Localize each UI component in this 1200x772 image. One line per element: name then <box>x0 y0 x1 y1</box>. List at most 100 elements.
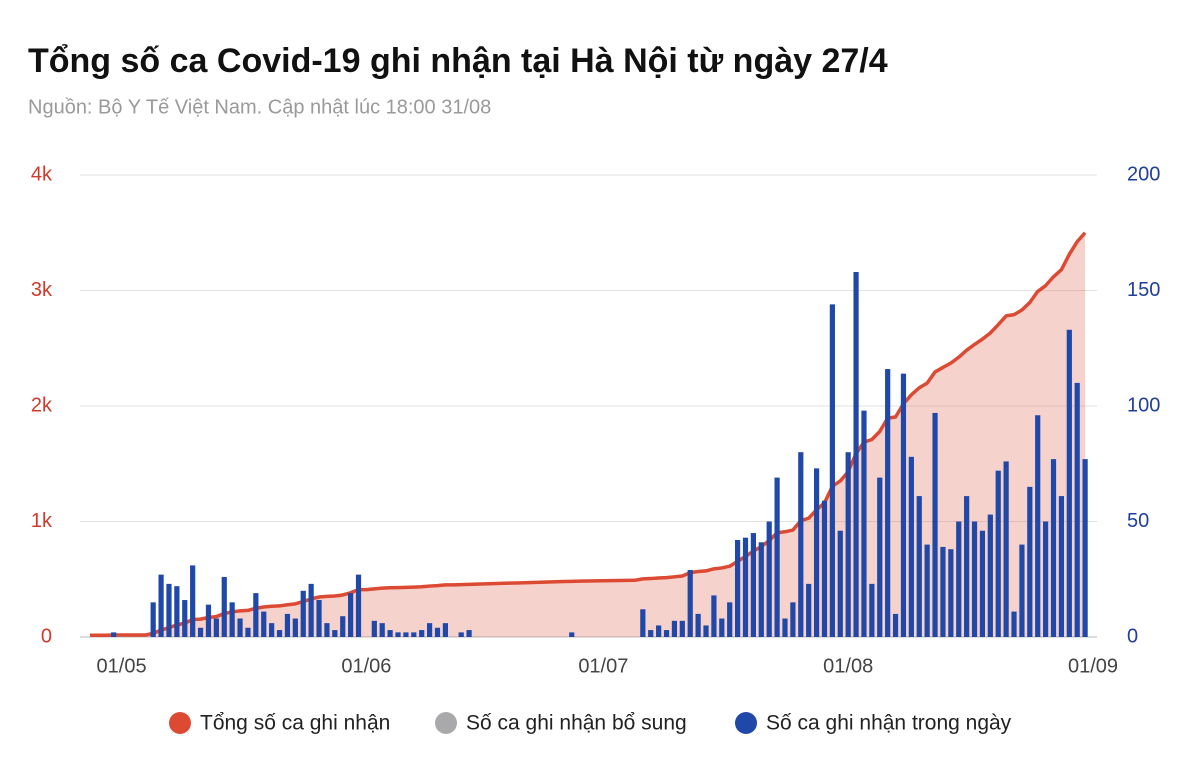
bar <box>964 496 970 637</box>
y-tick-label: 4k <box>31 163 53 185</box>
bar <box>411 632 417 637</box>
bar <box>971 521 978 637</box>
bar <box>735 539 741 637</box>
y2-tick-label: 0 <box>1127 625 1138 647</box>
bar <box>316 600 322 637</box>
bar <box>1027 486 1033 637</box>
bar <box>924 544 930 637</box>
bar <box>782 618 788 637</box>
legend-marker <box>169 712 191 734</box>
bar <box>190 565 196 637</box>
bar <box>1074 382 1080 637</box>
bar <box>995 470 1001 637</box>
bar <box>695 613 701 637</box>
bar <box>719 618 725 637</box>
bar <box>813 468 820 637</box>
bar <box>458 632 464 637</box>
x-tick-label: 01/05 <box>97 655 147 677</box>
bar <box>182 600 188 637</box>
bar <box>1011 611 1017 637</box>
legend-marker <box>435 712 457 734</box>
bar <box>829 304 835 637</box>
y-tick-label: 3k <box>31 279 53 301</box>
bar <box>987 514 993 637</box>
bar <box>790 602 796 637</box>
bar <box>261 611 267 637</box>
bar <box>956 521 962 637</box>
bar <box>656 625 662 637</box>
legend-label: Số ca ghi nhận trong ngày <box>766 712 1012 735</box>
bar <box>640 609 646 637</box>
area <box>90 232 1086 637</box>
bar <box>1066 329 1072 637</box>
bar <box>679 620 685 637</box>
y-tick-label: 0 <box>41 625 52 647</box>
bar <box>750 533 757 637</box>
bar <box>348 593 354 637</box>
bar <box>940 546 946 637</box>
bar <box>908 456 914 637</box>
y2-tick-label: 200 <box>1127 163 1160 185</box>
bar <box>395 632 401 637</box>
bar <box>853 272 859 637</box>
bar <box>371 620 377 637</box>
bar <box>269 623 275 637</box>
bar <box>1003 461 1009 637</box>
bar <box>742 537 749 637</box>
bar <box>806 583 812 637</box>
bar <box>1082 459 1088 637</box>
x-tick-label: 01/09 <box>1068 655 1118 677</box>
bar <box>877 477 883 637</box>
bar <box>442 623 448 637</box>
bar <box>671 620 678 637</box>
x-tick-label: 01/06 <box>341 655 391 677</box>
x-tick-label: 01/08 <box>823 655 873 677</box>
y2-tick-label: 150 <box>1127 279 1160 301</box>
bar <box>948 549 954 637</box>
bar <box>158 574 164 637</box>
x-tick-label: 01/07 <box>578 655 628 677</box>
legend-marker <box>735 712 757 734</box>
bar <box>300 590 306 637</box>
bar <box>979 530 986 637</box>
bar <box>308 583 314 637</box>
bar <box>221 576 227 637</box>
bar <box>387 630 393 637</box>
bar <box>727 602 733 637</box>
bar <box>355 574 362 637</box>
bar <box>837 530 843 637</box>
bar <box>419 630 425 637</box>
bar <box>869 583 875 637</box>
bar <box>1050 459 1057 637</box>
bar <box>687 570 693 637</box>
bar <box>569 632 575 637</box>
bar <box>379 623 385 637</box>
bar <box>821 500 828 637</box>
bar <box>932 412 938 637</box>
bar <box>324 623 330 637</box>
bar <box>205 604 212 637</box>
bar <box>237 618 243 637</box>
y2-tick-label: 100 <box>1127 394 1160 416</box>
bar <box>1035 415 1041 637</box>
bar <box>845 452 851 637</box>
bar <box>340 616 346 637</box>
bar <box>916 496 922 637</box>
bar <box>861 410 867 637</box>
bar <box>711 595 717 637</box>
legend-label: Số ca ghi nhận bổ sung <box>466 712 687 735</box>
bar <box>245 627 251 637</box>
bar <box>1058 496 1065 637</box>
bar <box>766 521 772 637</box>
bar <box>892 613 899 637</box>
bar <box>1019 544 1025 637</box>
bar <box>758 542 764 637</box>
bar <box>332 630 338 637</box>
bar <box>403 632 409 637</box>
bar <box>253 593 259 637</box>
bar <box>197 627 204 637</box>
bar <box>174 586 180 637</box>
bar <box>703 625 709 637</box>
